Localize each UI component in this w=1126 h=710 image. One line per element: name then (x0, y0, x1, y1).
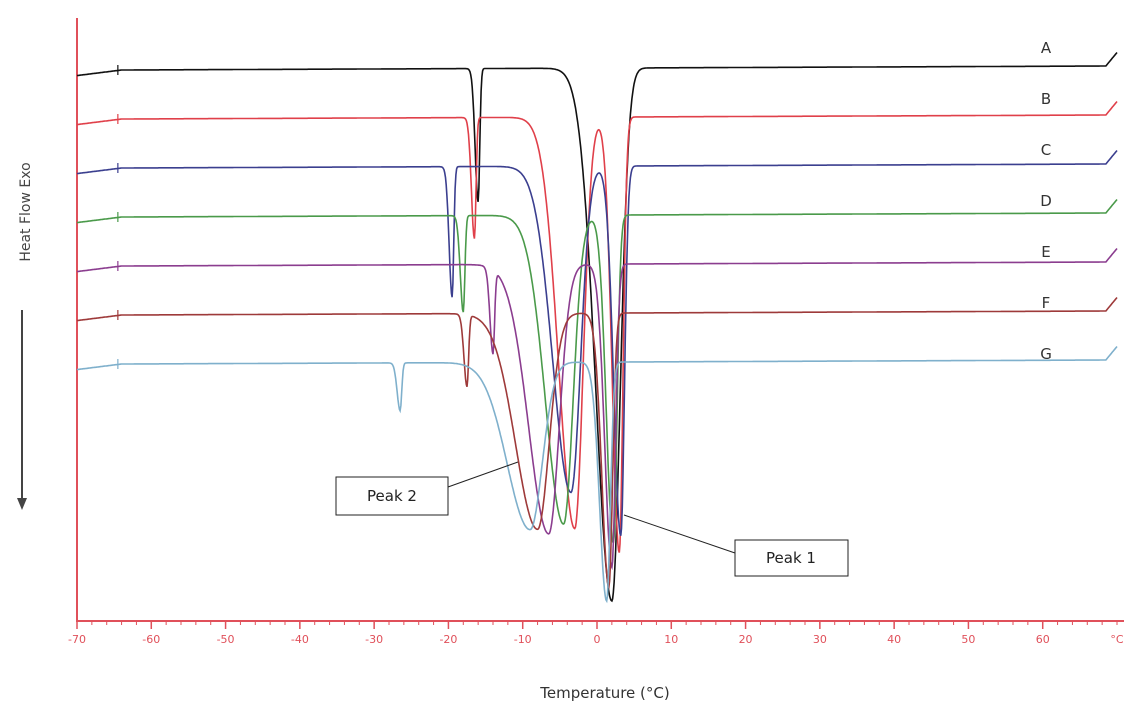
series-B-label: B (1041, 90, 1051, 108)
x-tick-label: 30 (813, 633, 827, 646)
peak-1-label: Peak 1 (766, 549, 816, 567)
y-axis-label: Heat Flow Exo (18, 162, 34, 261)
x-tick-label: -60 (142, 633, 160, 646)
curves-group (76, 52, 1118, 604)
series-G-label: G (1040, 345, 1052, 363)
x-tick-labels: -70 -60 -50 -40 -30 -20 -10 0 10 20 30 40 50 60 (68, 633, 1050, 646)
peak-1-annotation: Peak 1 (623, 514, 849, 577)
series-C-label: C (1041, 141, 1051, 159)
x-major-ticks (76, 621, 1044, 629)
x-tick-label: 60 (1036, 633, 1050, 646)
series-F-line (76, 297, 1118, 590)
peak-2-label: Peak 2 (367, 487, 417, 505)
series-A-line (76, 52, 1118, 603)
x-tick-label: -40 (291, 633, 309, 646)
series-B-line (76, 101, 1118, 553)
x-tick-label: -30 (365, 633, 383, 646)
x-tick-label: -70 (68, 633, 86, 646)
x-tick-label: 50 (961, 633, 975, 646)
x-axis-label: Temperature (°C) (539, 684, 669, 702)
x-tick-label: 40 (887, 633, 901, 646)
series-D-line (76, 199, 1118, 544)
series-F-label: F (1042, 294, 1051, 312)
peak-2-annotation: Peak 2 (335, 461, 519, 516)
peak-2-leader-line (447, 461, 519, 488)
curve-labels-group: A B C D E F G (1040, 39, 1052, 363)
series-A-label: A (1041, 39, 1052, 57)
x-tick-label: -10 (514, 633, 532, 646)
x-tick-label: 20 (739, 633, 753, 646)
peak-2-box (335, 476, 449, 516)
x-unit-tick-label: °C (1110, 633, 1124, 646)
peak-1-leader-line (623, 514, 736, 554)
x-tick-label: 0 (594, 633, 601, 646)
series-G-line (76, 346, 1118, 604)
series-E-line (76, 248, 1118, 571)
series-E-label: E (1041, 243, 1050, 261)
series-D-label: D (1040, 192, 1052, 210)
x-tick-label: -20 (439, 633, 457, 646)
peak-1-box (734, 539, 849, 577)
x-tick-label: 10 (664, 633, 678, 646)
series-C-line (76, 150, 1118, 536)
x-tick-label: -50 (217, 633, 235, 646)
y-direction-arrow-head (17, 498, 27, 510)
